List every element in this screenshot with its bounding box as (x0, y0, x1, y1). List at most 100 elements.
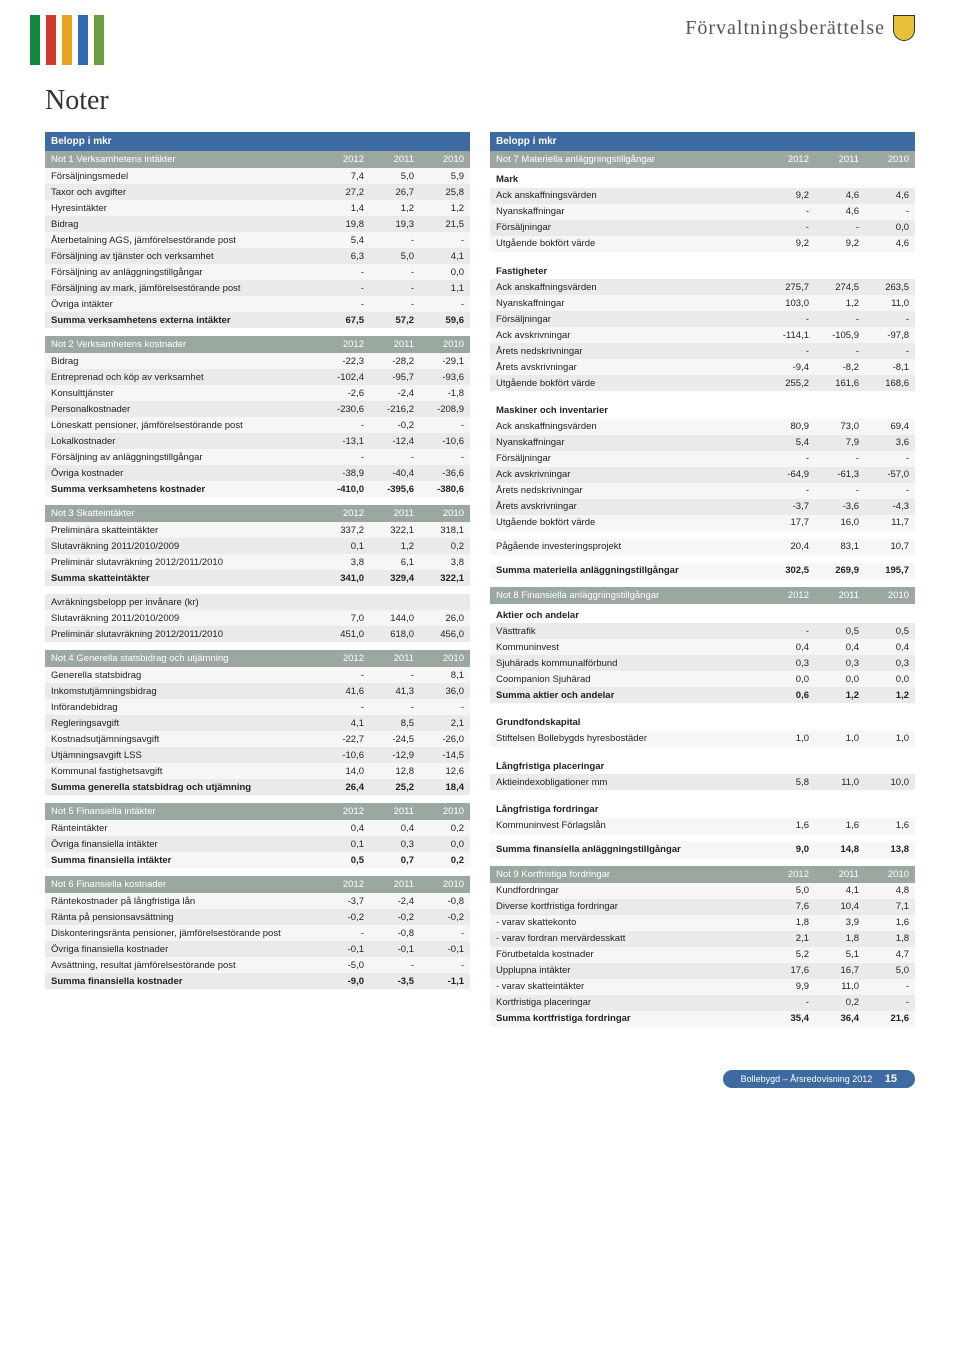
row-value: 1,8 (865, 931, 915, 947)
row-value: 0,6 (765, 687, 815, 703)
row-value: - (320, 925, 370, 941)
row-label: Personalkostnader (45, 401, 320, 417)
row-value: 8,1 (420, 667, 470, 683)
row-value: -2,4 (370, 385, 420, 401)
row-label: Konsulttjänster (45, 385, 320, 401)
row-label: Utgående bokfört värde (490, 515, 765, 531)
row-value: -105,9 (815, 327, 865, 343)
row-label: - varav fordran mervärdesskatt (490, 931, 765, 947)
section-label: Grundfondskapital (490, 711, 915, 731)
row-label: Återbetalning AGS, jämförelsestörande po… (45, 232, 320, 248)
row-value: -3,7 (320, 893, 370, 909)
row-value: 0,4 (815, 639, 865, 655)
row-value: 69,4 (865, 419, 915, 435)
row-value: -1,1 (420, 973, 470, 989)
row-value: 12,8 (370, 763, 420, 779)
row-value: 9,9 (765, 979, 815, 995)
row-value: 3,8 (320, 554, 370, 570)
page-number: 15 (885, 1073, 897, 1085)
row-value: -395,6 (370, 481, 420, 497)
row-value: -40,4 (370, 465, 420, 481)
row-value: - (765, 311, 815, 327)
row-label: Summa finansiella kostnader (45, 973, 320, 989)
row-value: - (765, 995, 815, 1011)
row-value: 4,8 (865, 883, 915, 899)
row-value: 1,8 (815, 931, 865, 947)
logo-bar (62, 15, 72, 65)
row-value: 0,4 (320, 820, 370, 836)
logo-bar (78, 15, 88, 65)
note-header: Not 1 Verksamhetens intäkter (45, 151, 320, 168)
row-label: Förutbetalda kostnader (490, 947, 765, 963)
row-label: Upplupna intäkter (490, 963, 765, 979)
row-value: - (765, 623, 815, 639)
row-label: Pågående investeringsprojekt (490, 539, 765, 555)
row-label: Summa verksamhetens kostnader (45, 481, 320, 497)
row-value: -14,5 (420, 747, 470, 763)
row-value: - (865, 483, 915, 499)
row-label: Försäljningsmedel (45, 168, 320, 184)
row-value: -24,5 (370, 731, 420, 747)
row-value: - (320, 280, 370, 296)
row-value: - (815, 220, 865, 236)
row-value: - (370, 280, 420, 296)
row-value: - (320, 699, 370, 715)
row-label: Inkomstutjämningsbidrag (45, 683, 320, 699)
row-value: 318,1 (420, 522, 470, 538)
row-value: 11,0 (865, 295, 915, 311)
row-label: Övriga finansiella intäkter (45, 836, 320, 852)
row-label: Slutavräkning 2011/2010/2009 (45, 610, 320, 626)
row-value: -0,2 (420, 909, 470, 925)
year-column: 2012 (765, 587, 815, 604)
year-column: 2011 (370, 336, 420, 353)
row-label: Entreprenad och köp av verksamhet (45, 369, 320, 385)
row-value: 618,0 (370, 626, 420, 642)
year-column: 2011 (815, 866, 865, 883)
row-value: -9,4 (765, 359, 815, 375)
row-label: Kommuninvest Förlagslån (490, 818, 765, 834)
row-value: 16,7 (815, 963, 865, 979)
row-value: - (865, 204, 915, 220)
logo-bar (46, 15, 56, 65)
row-value: 0,0 (815, 671, 865, 687)
row-value: - (765, 483, 815, 499)
note-header: Not 2 Verksamhetens kostnader (45, 336, 320, 353)
row-value: - (320, 449, 370, 465)
row-value: -4,3 (865, 499, 915, 515)
row-value: 1,6 (865, 915, 915, 931)
row-value: -0,8 (420, 893, 470, 909)
row-label: Hyresintäkter (45, 200, 320, 216)
row-value: 1,0 (815, 731, 865, 747)
row-value: -3,7 (765, 499, 815, 515)
row-value: 5,4 (320, 232, 370, 248)
row-label: Övriga finansiella kostnader (45, 941, 320, 957)
left-tables: Belopp i mkrNot 1 Verksamhetens intäkter… (45, 132, 470, 989)
row-value: 0,1 (320, 836, 370, 852)
row-value: 3,8 (420, 554, 470, 570)
row-value: 0,0 (865, 671, 915, 687)
row-value: 0,4 (865, 639, 915, 655)
row-value: 0,4 (765, 639, 815, 655)
row-value: 302,5 (765, 563, 815, 579)
row-value: 1,0 (765, 731, 815, 747)
row-value: 8,5 (370, 715, 420, 731)
year-column: 2011 (370, 151, 420, 168)
row-value: 41,3 (370, 683, 420, 699)
row-value: 18,4 (420, 779, 470, 795)
row-value: - (420, 449, 470, 465)
row-value: 0,2 (420, 852, 470, 868)
row-value: 322,1 (420, 570, 470, 586)
row-value: 16,0 (815, 515, 865, 531)
row-value: 269,9 (815, 563, 865, 579)
row-label: Preliminär slutavräkning 2012/2011/2010 (45, 626, 320, 642)
row-label: Försäljningar (490, 220, 765, 236)
row-value: 0,0 (420, 264, 470, 280)
row-label: Utjämningsavgift LSS (45, 747, 320, 763)
row-value: 255,2 (765, 375, 815, 391)
row-value: 21,6 (865, 1011, 915, 1027)
row-value: -22,7 (320, 731, 370, 747)
row-value: - (370, 232, 420, 248)
row-label: Årets nedskrivningar (490, 343, 765, 359)
page-header: Förvaltningsberättelse (0, 0, 960, 75)
note-header: Not 8 Finansiella anläggningstillgångar (490, 587, 765, 604)
